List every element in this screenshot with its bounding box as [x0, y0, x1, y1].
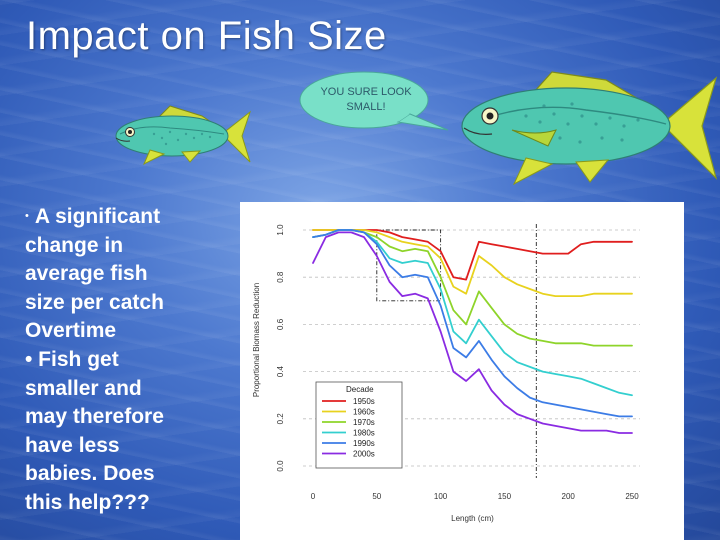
series-layer: [312, 229, 633, 434]
legend-title: Decade: [346, 385, 374, 394]
body-line: babies. Does: [25, 462, 155, 486]
legend-label-1980s: 1980s: [353, 429, 375, 438]
x-tick-label: 50: [372, 492, 381, 501]
x-tick-label: 200: [562, 492, 576, 501]
y-axis-label: Proportional Biomass Reduction: [252, 283, 261, 397]
body-line: change in: [25, 233, 124, 257]
series-line-1960s: [312, 229, 633, 297]
body-line: have less: [25, 433, 120, 457]
y-tick-label: 0.8: [276, 271, 285, 283]
legend-label-2000s: 2000s: [353, 450, 375, 459]
x-tick-label: 150: [498, 492, 512, 501]
speech-bubble-line-1: YOU SURE LOOK: [320, 86, 412, 98]
x-tick-label: 250: [625, 492, 639, 501]
y-tick-label: 0.4: [276, 365, 285, 377]
large-fish-image: [461, 71, 718, 186]
body-line: average fish: [25, 262, 148, 286]
body-line: may therefore: [25, 405, 164, 429]
body-line: smaller and: [25, 376, 142, 400]
slide-title: Impact on Fish Size: [26, 14, 387, 58]
x-tick-label: 100: [434, 492, 448, 501]
series-line-1990s: [312, 229, 633, 418]
annotation-layer: [376, 224, 537, 478]
series-line-1980s: [312, 229, 633, 397]
legend-label-1960s: 1960s: [353, 408, 375, 417]
inset-box-annotation: [376, 229, 442, 302]
speech-bubble: [299, 71, 448, 131]
body-line: • Fish get: [25, 347, 119, 371]
y-tick-label: 1.0: [276, 224, 285, 236]
axis-layer: 0.0 0.2 0.4 0.6 0.8 1.0 0 50 100 150 200 250 Length …: [252, 224, 639, 523]
bullet-marker: •: [25, 210, 29, 222]
body-text: • A significant change in average fish si…: [25, 202, 230, 518]
y-tick-label: 0.6: [276, 318, 285, 330]
biomass-chart: 0.0 0.2 0.4 0.6 0.8 1.0 0 50 100 150 200 250 Length …: [240, 202, 684, 540]
body-line: size per catch: [25, 290, 164, 314]
body-line: • A significant: [25, 202, 230, 232]
speech-bubble-text: YOU SURE LOOK SMALL!: [303, 85, 429, 115]
legend-label-1970s: 1970s: [353, 418, 375, 427]
speech-bubble-line-2: SMALL!: [346, 101, 386, 113]
series-line-2000s: [312, 231, 633, 434]
body-line: this help???: [25, 490, 150, 514]
legend-label-1950s: 1950s: [353, 397, 375, 406]
x-axis-label: Length (cm): [451, 514, 494, 523]
chart-svg: 0.0 0.2 0.4 0.6 0.8 1.0 0 50 100 150 200 250 Length …: [252, 224, 640, 523]
y-tick-label: 0.2: [276, 413, 285, 425]
x-tick-label: 0: [311, 492, 316, 501]
body-line-text: A significant: [34, 205, 161, 228]
body-line: Overtime: [25, 319, 117, 343]
series-line-1970s: [312, 229, 633, 347]
small-fish-image: [115, 105, 252, 166]
legend-label-1990s: 1990s: [353, 439, 375, 448]
y-tick-label: 0.0: [276, 460, 285, 472]
